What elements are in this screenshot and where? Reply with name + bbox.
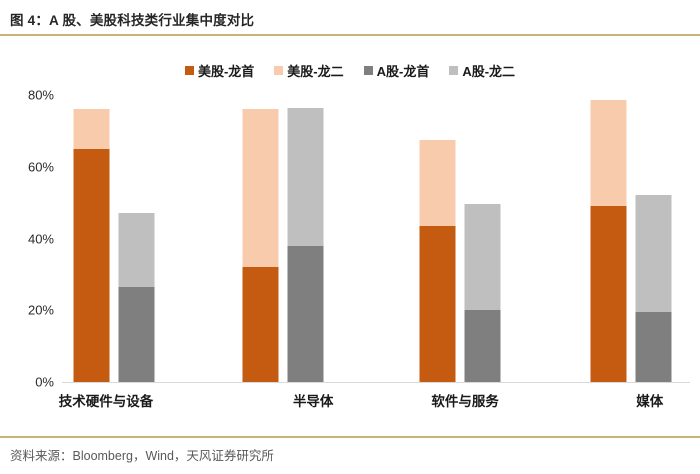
stacked-bar <box>635 95 672 382</box>
x-axis: 技术硬件与设备 半导体 软件与服务 媒体 <box>58 390 690 410</box>
stacked-bar <box>242 95 279 382</box>
category-label: 技术硬件与设备 <box>58 394 154 409</box>
stacked-bar <box>73 95 110 382</box>
bar-segment <box>287 107 324 246</box>
source-text: 资料来源：Bloomberg，Wind，天风证券研究所 <box>10 449 274 463</box>
stacked-bar-chart: 0% 20% 40% 60% 80% 技术硬件与设备 半导体 软件与服务 媒体 <box>0 88 700 425</box>
bar-segment <box>118 286 155 382</box>
stacked-bar <box>118 95 155 382</box>
legend-swatch-icon <box>184 66 194 75</box>
legend-item: 美股-龙二 <box>274 61 344 80</box>
legend-label: A股-龙首 <box>376 64 430 79</box>
bar-segment <box>464 310 501 382</box>
bar-segment <box>118 213 155 287</box>
x-axis-line <box>62 382 690 383</box>
bar-group <box>242 95 324 382</box>
bar-segment <box>419 225 456 382</box>
plot-area <box>62 95 690 382</box>
bar-segment <box>590 100 627 207</box>
y-tick-label: 0% <box>35 374 54 390</box>
legend-item: 美股-龙首 <box>184 61 255 80</box>
stacked-bar <box>419 95 456 382</box>
bar-segment <box>635 312 672 382</box>
y-axis: 0% 20% 40% 60% 80% <box>0 88 54 390</box>
legend-label: 美股-龙首 <box>197 64 255 79</box>
legend-swatch-icon <box>363 66 373 75</box>
legend-item: A股-龙首 <box>363 61 430 80</box>
title-rule <box>0 34 700 36</box>
stacked-bar <box>287 95 324 382</box>
page-title: 图 4：A 股、美股科技类行业集中度对比 <box>10 13 255 28</box>
bar-segment <box>73 109 110 149</box>
y-tick-label: 20% <box>27 302 54 318</box>
chart-legend: 美股-龙首 美股-龙二 A股-龙首 A股-龙二 <box>0 61 700 80</box>
category-label: 媒体 <box>636 394 664 409</box>
bar-segment <box>635 195 672 313</box>
bar-segment <box>590 206 627 382</box>
legend-item: A股-龙二 <box>449 61 515 80</box>
legend-swatch-icon <box>449 66 459 75</box>
bar-segment <box>287 245 324 382</box>
bar-group <box>419 95 501 382</box>
bar-segment <box>464 204 501 311</box>
footer-rule <box>0 436 700 438</box>
y-tick-label: 40% <box>27 231 54 246</box>
bar-segment <box>419 139 456 226</box>
bar-group <box>590 95 672 382</box>
y-tick-label: 60% <box>27 159 54 175</box>
bar-group <box>73 95 155 382</box>
category-label: 软件与服务 <box>431 394 499 409</box>
y-tick-label: 80% <box>27 87 54 103</box>
category-label: 半导体 <box>292 394 334 409</box>
legend-label: A股-龙二 <box>462 64 516 79</box>
stacked-bar <box>464 95 501 382</box>
legend-label: 美股-龙二 <box>287 64 344 79</box>
bar-segment <box>242 109 279 268</box>
stacked-bar <box>590 95 627 382</box>
bar-segment <box>242 267 279 382</box>
bar-segment <box>73 148 110 382</box>
legend-swatch-icon <box>274 66 284 75</box>
